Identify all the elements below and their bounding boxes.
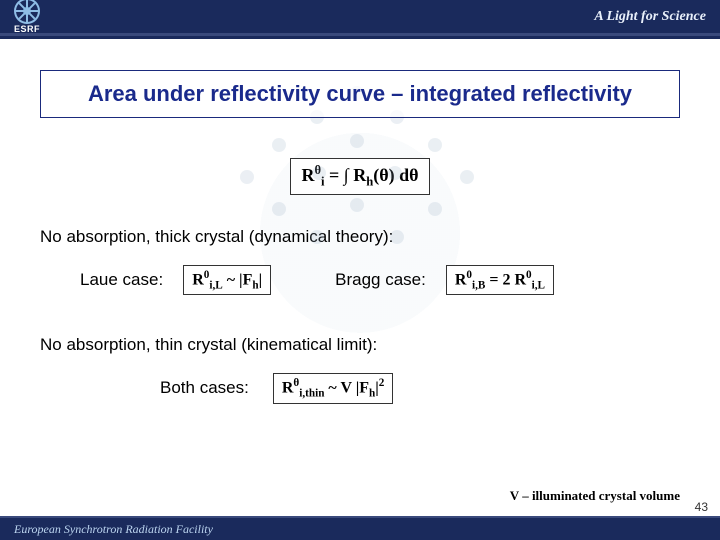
footer-facility: European Synchrotron Radiation Facility [14,522,213,537]
bragg-label: Bragg case: [335,270,426,290]
header-band: ESRF A Light for Science [0,0,720,36]
main-formula-row: Rθi = ∫ Rh(θ) dθ [40,158,680,195]
page-number: 43 [695,500,708,514]
both-label: Both cases: [160,378,249,398]
formula-laue: R0i,L ~ |Fh| [183,265,271,296]
cases-row-thick: Laue case: R0i,L ~ |Fh| Bragg case: R0i,… [40,265,680,296]
slide-content: Area under reflectivity curve – integrat… [0,44,720,516]
esrf-logo: ESRF [14,0,40,34]
section-thick: No absorption, thick crystal (dynamical … [40,227,680,247]
section-thin: No absorption, thin crystal (kinematical… [40,335,680,355]
footer-band: European Synchrotron Radiation Facility [0,516,720,540]
header-tagline: A Light for Science [594,9,706,25]
formula-thin: Rθi,thin ~ V |Fh|2 [273,373,394,404]
slide-title: Area under reflectivity curve – integrat… [40,70,680,118]
cases-row-thin: Both cases: Rθi,thin ~ V |Fh|2 [40,373,680,404]
volume-note: V – illuminated crystal volume [510,488,680,504]
formula-bragg: R0i,B = 2 R0i,L [446,265,554,296]
laue-label: Laue case: [80,270,163,290]
formula-integrated-reflectivity: Rθi = ∫ Rh(θ) dθ [290,158,429,195]
logo-label: ESRF [14,24,40,34]
